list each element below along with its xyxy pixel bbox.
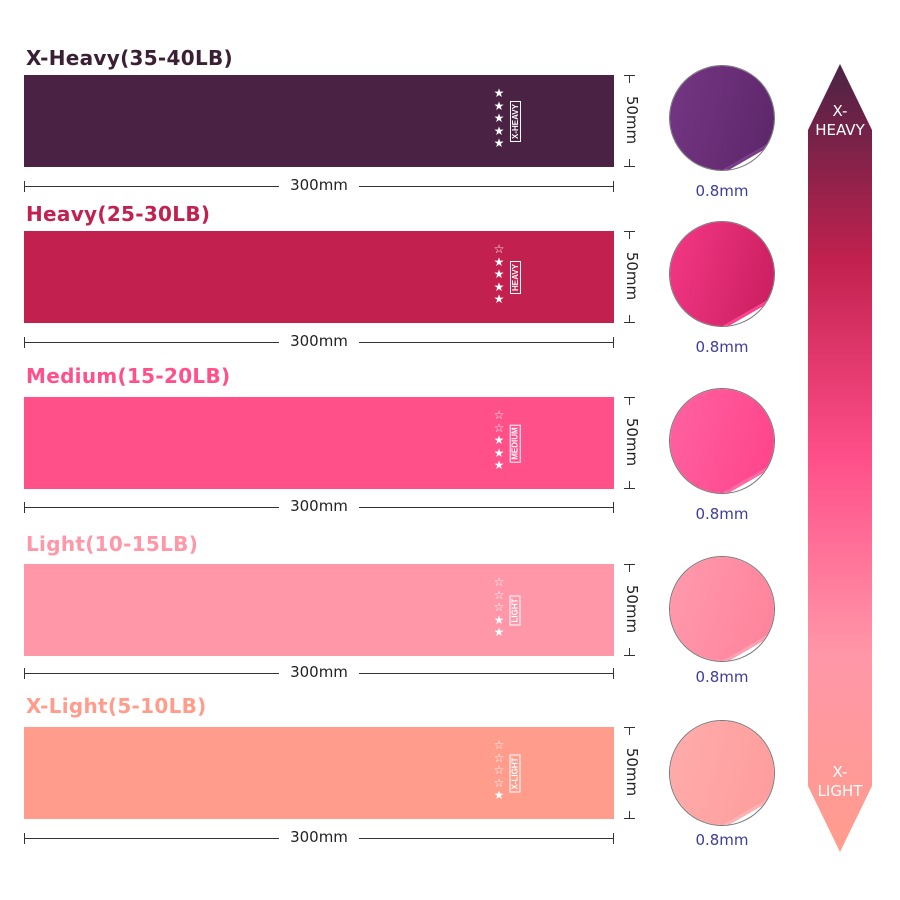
length-dimension: 300mm: [24, 497, 614, 515]
length-label: 300mm: [279, 332, 359, 350]
band-tag: ☆ ☆ ☆ ★ ★ LIGHT: [492, 572, 542, 648]
length-dimension: 300mm: [24, 663, 614, 681]
star-icon: ☆: [493, 587, 505, 602]
star-icon: ★: [493, 458, 505, 472]
length-dimension: 300mm: [24, 332, 614, 350]
star-icon: ☆: [493, 600, 505, 614]
band-tag: ☆ ☆ ☆ ☆ ★ X-LIGHT: [492, 735, 542, 811]
length-label: 300mm: [279, 497, 359, 515]
width-label: 50mm: [623, 747, 641, 797]
star-rating: ☆ ☆ ★ ★ ★: [492, 409, 506, 472]
resistance-band: ☆ ☆ ★ ★ ★ MEDIUM: [24, 397, 614, 489]
star-icon: ☆: [493, 763, 505, 777]
star-icon: ★: [493, 86, 505, 100]
length-dimension: 300mm: [24, 828, 614, 846]
band-title: Medium(15-20LB): [26, 364, 231, 388]
width-dimension: 50mm: [622, 397, 642, 489]
star-rating: ☆ ★ ★ ★ ★: [492, 243, 506, 306]
band-level-label: X-LIGHT: [509, 754, 521, 792]
star-icon: ★: [493, 254, 505, 269]
star-icon: ☆: [493, 408, 505, 422]
thickness-closeup: [669, 221, 775, 327]
star-icon: ★: [493, 279, 505, 294]
resistance-scale-arrow: [808, 64, 872, 852]
star-rating: ☆ ☆ ☆ ★ ★: [492, 576, 506, 639]
width-dimension: 50mm: [622, 231, 642, 323]
star-icon: ☆: [493, 750, 505, 765]
thickness-label: 0.8mm: [695, 505, 749, 523]
star-icon: ★: [493, 612, 505, 627]
thickness-label: 0.8mm: [695, 668, 749, 686]
thickness-closeup: [669, 556, 775, 662]
length-dimension: 300mm: [24, 176, 614, 194]
star-icon: ★: [493, 292, 505, 306]
resistance-band: ☆ ☆ ☆ ★ ★ LIGHT: [24, 564, 614, 656]
band-title: X-Heavy(35-40LB): [26, 46, 233, 70]
resistance-band: ☆ ☆ ☆ ☆ ★ X-LIGHT: [24, 727, 614, 819]
thickness-closeup: [669, 720, 775, 826]
star-icon: ☆: [493, 420, 505, 435]
star-icon: ☆: [493, 242, 505, 256]
star-icon: ★: [493, 136, 505, 150]
thickness-label: 0.8mm: [695, 338, 749, 356]
band-level-label: LIGHT: [509, 595, 521, 625]
star-rating: ★ ★ ★ ★ ★: [492, 87, 506, 150]
star-icon: ★: [493, 625, 505, 639]
width-dimension: 50mm: [622, 727, 642, 819]
star-rating: ☆ ☆ ☆ ☆ ★: [492, 739, 506, 802]
band-title: X-Light(5-10LB): [26, 694, 207, 718]
star-icon: ★: [493, 267, 505, 281]
star-icon: ☆: [493, 775, 505, 790]
star-icon: ★: [493, 98, 505, 113]
width-label: 50mm: [623, 251, 641, 301]
band-tag: ☆ ☆ ★ ★ ★ MEDIUM: [492, 405, 542, 481]
star-icon: ☆: [493, 738, 505, 752]
star-icon: ★: [493, 123, 505, 138]
width-label: 50mm: [623, 584, 641, 634]
resistance-band: ☆ ★ ★ ★ ★ HEAVY: [24, 231, 614, 323]
band-title: Heavy(25-30LB): [26, 202, 211, 226]
resistance-band: ★ ★ ★ ★ ★ X-HEAVY: [24, 75, 614, 167]
thickness-closeup: [669, 65, 775, 171]
star-icon: ★: [493, 445, 505, 460]
star-icon: ☆: [493, 575, 505, 589]
band-level-label: X-HEAVY: [509, 100, 521, 142]
thickness-label: 0.8mm: [695, 182, 749, 200]
width-label: 50mm: [623, 95, 641, 145]
band-level-label: HEAVY: [509, 260, 521, 294]
band-tag: ☆ ★ ★ ★ ★ HEAVY: [492, 239, 542, 315]
scale-top-label: X- HEAVY: [815, 102, 865, 139]
scale-bottom-label: X- LIGHT: [817, 763, 863, 800]
thickness-closeup: [669, 388, 775, 494]
length-label: 300mm: [279, 828, 359, 846]
width-dimension: 50mm: [622, 75, 642, 167]
band-title: Light(10-15LB): [26, 532, 199, 556]
band-tag: ★ ★ ★ ★ ★ X-HEAVY: [492, 83, 542, 159]
length-label: 300mm: [279, 176, 359, 194]
band-level-label: MEDIUM: [509, 423, 521, 463]
width-dimension: 50mm: [622, 564, 642, 656]
width-label: 50mm: [623, 417, 641, 467]
length-label: 300mm: [279, 663, 359, 681]
star-icon: ★: [493, 433, 505, 447]
star-icon: ★: [493, 788, 505, 802]
thickness-label: 0.8mm: [695, 831, 749, 849]
star-icon: ★: [493, 111, 505, 125]
